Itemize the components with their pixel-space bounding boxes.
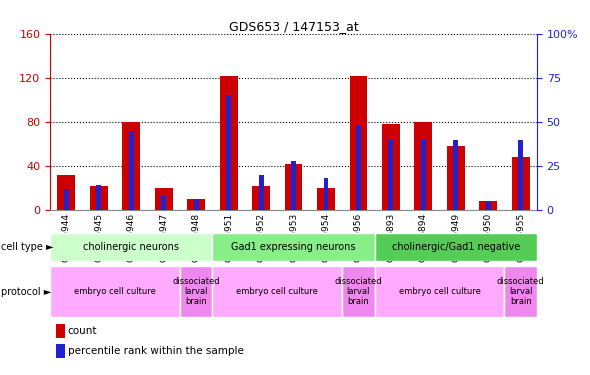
Bar — [56, 324, 65, 338]
Bar — [122, 122, 140, 210]
Text: percentile rank within the sample: percentile rank within the sample — [68, 346, 244, 356]
Text: count: count — [68, 326, 97, 336]
Text: dissociated
larval
brain: dissociated larval brain — [335, 277, 382, 306]
Bar — [356, 125, 361, 210]
Bar — [512, 157, 530, 210]
Bar — [90, 186, 108, 210]
Bar — [388, 140, 394, 210]
Bar — [382, 124, 400, 210]
Bar — [479, 201, 497, 210]
Bar — [155, 188, 173, 210]
Bar — [317, 188, 335, 210]
Title: GDS653 / 147153_at: GDS653 / 147153_at — [229, 20, 358, 33]
Bar — [284, 164, 303, 210]
Bar — [342, 266, 375, 317]
Bar — [252, 186, 270, 210]
Text: embryo cell culture: embryo cell culture — [74, 287, 156, 296]
Bar — [518, 140, 523, 210]
Text: cell type ►: cell type ► — [1, 242, 54, 252]
Text: embryo cell culture: embryo cell culture — [399, 287, 480, 296]
Text: Gad1 expressing neurons: Gad1 expressing neurons — [231, 242, 356, 252]
Bar — [258, 175, 264, 210]
Bar — [486, 201, 491, 210]
Bar — [421, 140, 426, 210]
Bar — [323, 178, 329, 210]
Text: protocol ►: protocol ► — [1, 286, 51, 297]
Bar — [212, 232, 375, 261]
Bar — [375, 232, 537, 261]
Bar — [180, 266, 212, 317]
Bar — [161, 196, 166, 210]
Text: cholinergic neurons: cholinergic neurons — [83, 242, 179, 252]
Bar — [129, 131, 134, 210]
Text: dissociated
larval
brain: dissociated larval brain — [172, 277, 220, 306]
Text: dissociated
larval
brain: dissociated larval brain — [497, 277, 545, 306]
Bar — [56, 344, 65, 358]
Bar — [349, 76, 368, 210]
Text: embryo cell culture: embryo cell culture — [237, 287, 318, 296]
Bar — [447, 146, 465, 210]
Bar — [187, 199, 205, 210]
Bar — [57, 175, 76, 210]
Bar — [50, 266, 180, 317]
Bar — [504, 266, 537, 317]
Bar — [453, 140, 458, 210]
Bar — [194, 200, 199, 210]
Bar — [212, 266, 342, 317]
Bar — [219, 76, 238, 210]
Bar — [375, 266, 504, 317]
Bar — [64, 189, 69, 210]
Bar — [291, 160, 296, 210]
Bar — [50, 232, 212, 261]
Bar — [96, 185, 101, 210]
Text: cholinergic/Gad1 negative: cholinergic/Gad1 negative — [392, 242, 520, 252]
Bar — [226, 96, 231, 210]
Bar — [414, 122, 432, 210]
